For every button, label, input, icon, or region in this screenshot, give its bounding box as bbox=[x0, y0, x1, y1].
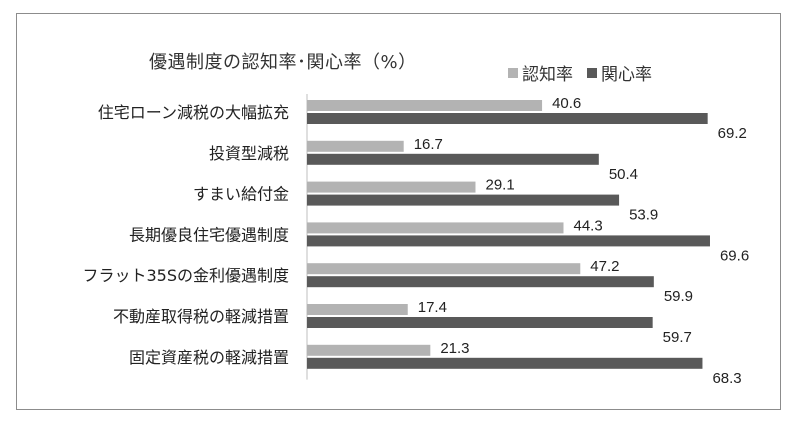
bar-series-1 bbox=[307, 263, 581, 275]
bar-series-2 bbox=[307, 317, 653, 328]
legend-label-series-1: 認知率 bbox=[522, 65, 573, 85]
legend-item-series-2: 関心率 bbox=[587, 60, 652, 85]
data-label-series-2: 59.7 bbox=[663, 329, 692, 346]
bar-series-1 bbox=[307, 100, 543, 111]
category-label: 不動産取得税の軽減措置 bbox=[113, 307, 289, 326]
category-label: すまい給付金 bbox=[193, 185, 289, 204]
category-label: 住宅ローン減税の大幅拡充 bbox=[98, 103, 289, 122]
bar-series-1 bbox=[307, 222, 564, 234]
legend-item-series-1: 認知率 bbox=[508, 60, 573, 85]
category-label: 長期優良住宅優遇制度 bbox=[129, 225, 289, 244]
legend-swatch-series-1 bbox=[508, 67, 518, 78]
data-label-series-1: 29.1 bbox=[485, 177, 514, 194]
data-label-series-1: 21.3 bbox=[440, 340, 469, 357]
chart-title: 優遇制度の認知率･関心率（%） bbox=[149, 52, 417, 73]
chart-frame bbox=[16, 13, 781, 410]
legend-swatch-series-2 bbox=[587, 67, 597, 78]
bar-series-2 bbox=[307, 276, 654, 288]
data-label-series-1: 44.3 bbox=[573, 217, 602, 234]
data-label-series-2: 53.9 bbox=[629, 207, 658, 224]
category-label: 投資型減税 bbox=[209, 144, 289, 163]
data-label-series-2: 69.6 bbox=[720, 247, 749, 264]
legend: 認知率 関心率 bbox=[508, 60, 666, 85]
bar-series-2 bbox=[307, 113, 708, 124]
data-label-series-1: 17.4 bbox=[418, 299, 447, 316]
data-label-series-2: 59.9 bbox=[664, 288, 693, 305]
legend-label-series-2: 関心率 bbox=[601, 65, 652, 85]
bar-series-2 bbox=[307, 153, 599, 165]
data-label-series-1: 16.7 bbox=[414, 136, 443, 153]
bar-series-1 bbox=[307, 344, 431, 356]
category-label: 固定資産税の軽減措置 bbox=[129, 348, 289, 367]
category-label: フラット35Sの金利優遇制度 bbox=[82, 266, 289, 285]
bar-series-2 bbox=[307, 235, 710, 247]
data-label-series-2: 50.4 bbox=[609, 166, 638, 183]
bar-series-1 bbox=[307, 304, 408, 315]
bar-series-1 bbox=[307, 181, 476, 193]
data-label-series-1: 47.2 bbox=[590, 258, 619, 275]
bar-series-2 bbox=[307, 357, 703, 369]
bar-series-1 bbox=[307, 140, 404, 152]
data-label-series-2: 68.3 bbox=[712, 370, 741, 387]
data-label-series-2: 69.2 bbox=[718, 125, 747, 142]
data-label-series-1: 40.6 bbox=[552, 95, 581, 112]
bar-series-2 bbox=[307, 194, 620, 206]
